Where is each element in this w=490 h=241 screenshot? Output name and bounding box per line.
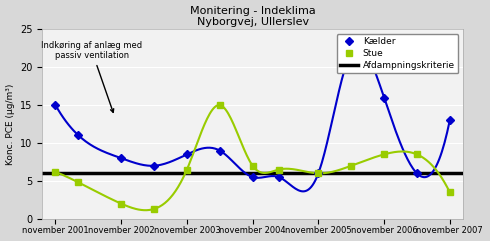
Kælder [414, 172, 420, 175]
Legend: Kælder, Stue, Afdampningskriterie: Kælder, Stue, Afdampningskriterie [337, 34, 459, 74]
Kælder [348, 51, 354, 54]
Stue [381, 153, 387, 156]
Kælder [184, 153, 190, 156]
Stue [217, 104, 223, 107]
Stue [414, 153, 420, 156]
Text: Indkøring af anlæg med
passiv ventilation: Indkøring af anlæg med passiv ventilatio… [41, 41, 142, 112]
Afdampningskriterie [118, 172, 124, 175]
Kælder [381, 96, 387, 99]
Line: Stue: Stue [53, 102, 453, 212]
Stue [118, 202, 124, 205]
Kælder [151, 164, 157, 167]
Afdampningskriterie [52, 172, 58, 175]
Kælder [217, 149, 223, 152]
Stue [151, 208, 157, 210]
Stue [276, 168, 282, 171]
Kælder [75, 134, 81, 137]
Stue [447, 191, 453, 194]
Stue [316, 172, 321, 175]
Stue [75, 181, 81, 184]
Kælder [447, 119, 453, 122]
Line: Kælder: Kælder [53, 49, 453, 180]
Stue [184, 168, 190, 171]
Kælder [52, 104, 58, 107]
Stue [250, 164, 256, 167]
Kælder [250, 176, 256, 179]
Y-axis label: Konc. PCE (µg/m³): Konc. PCE (µg/m³) [5, 83, 15, 165]
Stue [348, 164, 354, 167]
Kælder [118, 157, 124, 160]
Stue [52, 170, 58, 173]
Kælder [316, 172, 321, 175]
Title: Monitering - Indeklima
Nyborgvej, Ullerslev: Monitering - Indeklima Nyborgvej, Ullers… [190, 6, 316, 27]
Kælder [276, 176, 282, 179]
